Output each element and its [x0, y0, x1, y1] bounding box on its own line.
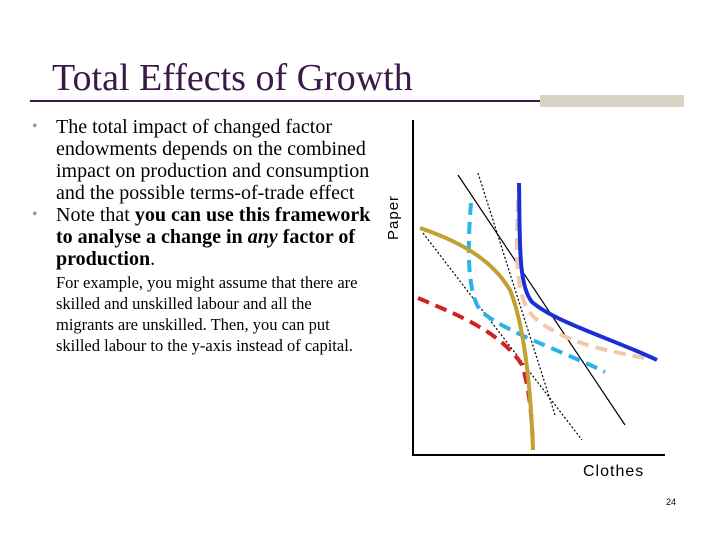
bullet-text-bold: factor of production — [56, 226, 356, 270]
bullet-text-normal: . — [150, 248, 156, 270]
x-axis-label: Clothes — [583, 463, 645, 480]
price-line-solid — [457, 174, 626, 426]
indifference-curve-blue — [517, 182, 658, 362]
indifference-curve-peach — [515, 199, 646, 360]
bullet-item: • The total impact of changed factor end… — [32, 116, 372, 204]
production-curve-red — [417, 296, 535, 449]
production-curve-cyan — [466, 202, 606, 374]
page-number: 24 — [666, 497, 677, 507]
bullet-list: • The total impact of changed factor end… — [32, 116, 372, 356]
price-line-dotted-shallow — [422, 232, 583, 441]
bullet-text-normal: Note that — [56, 204, 135, 226]
title-underline — [30, 100, 540, 102]
bullet-text-bold: you can use this framework to analyse a … — [56, 204, 371, 248]
bullet-text-emphasis: any — [247, 226, 278, 248]
title-accent-bar — [540, 95, 684, 107]
production-curve-gold — [419, 226, 535, 451]
bullet-marker-icon: • — [32, 206, 38, 223]
bullet-text: The total impact of changed factor endow… — [56, 116, 370, 204]
bullet-item: • Note that you can use this framework t… — [32, 204, 372, 356]
bullet-example-text: For example, you might assume that there… — [56, 273, 358, 355]
slide-title: Total Effects of Growth — [52, 57, 413, 99]
bullet-marker-icon: • — [32, 118, 38, 135]
